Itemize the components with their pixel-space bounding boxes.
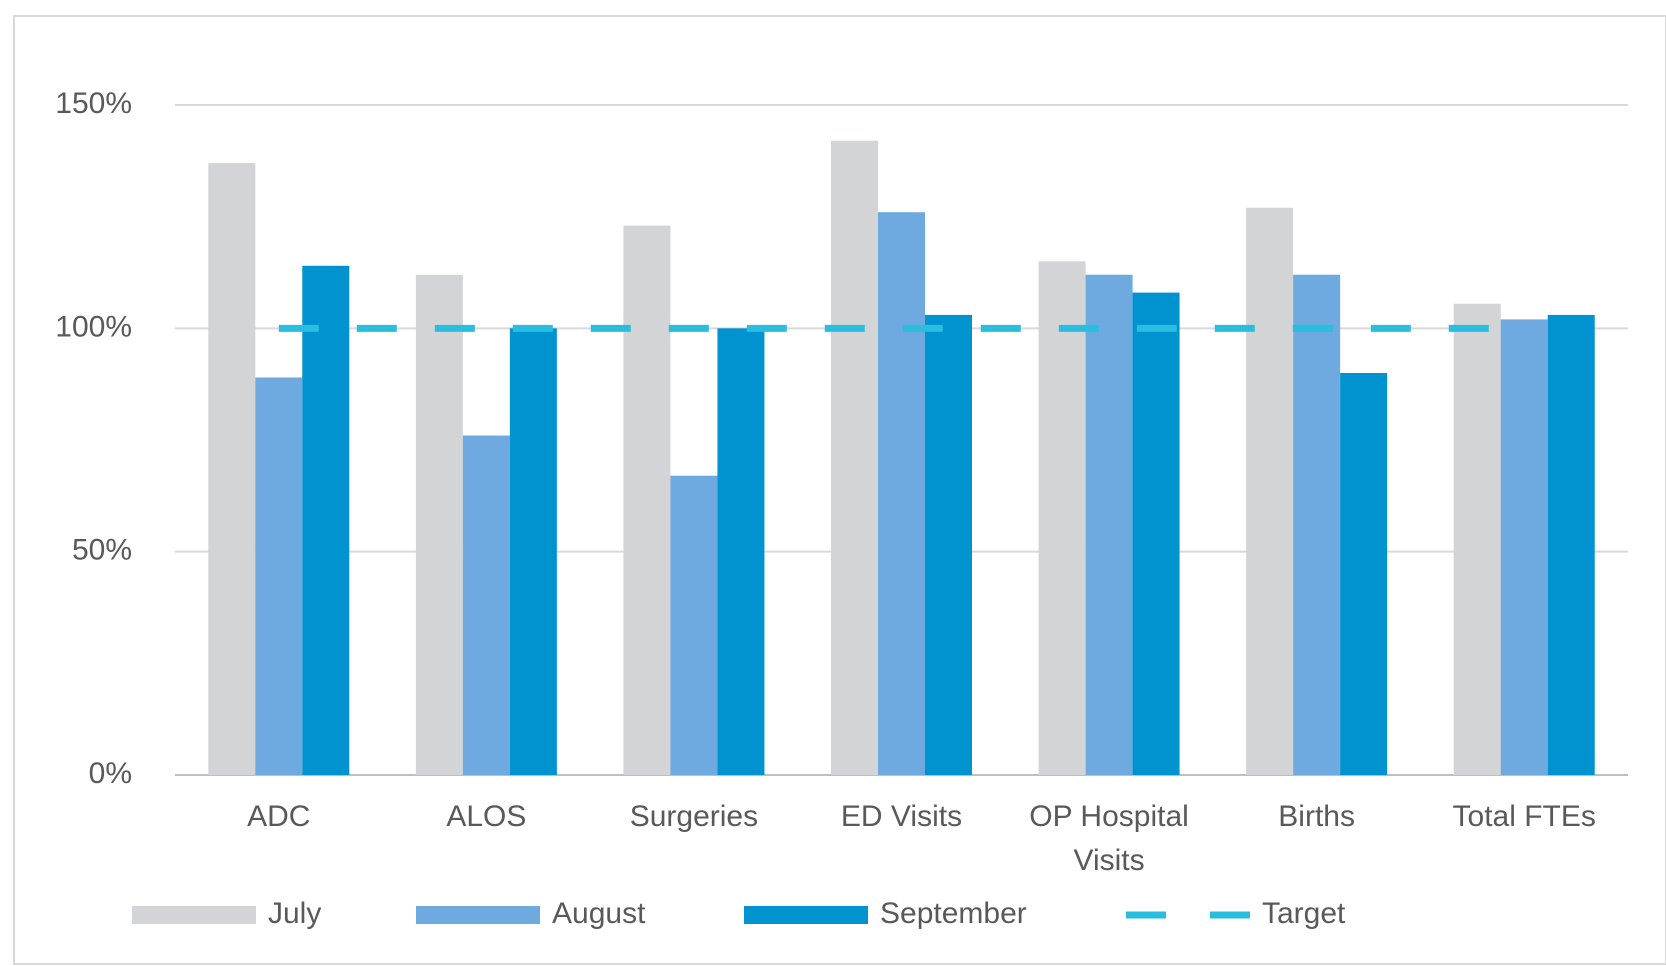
bar bbox=[1085, 274, 1133, 775]
bar bbox=[1547, 314, 1595, 775]
chart-frame bbox=[13, 15, 1666, 965]
bar bbox=[831, 140, 878, 775]
bar bbox=[415, 274, 463, 775]
x-tick-label: Total FTEs bbox=[1452, 800, 1596, 833]
bar bbox=[717, 328, 765, 775]
bar bbox=[1293, 274, 1341, 775]
legend-label: August bbox=[552, 897, 646, 930]
bar bbox=[208, 163, 256, 776]
legend-swatch bbox=[416, 906, 540, 924]
legend-swatch bbox=[132, 906, 256, 924]
y-tick-label: 50% bbox=[72, 534, 132, 567]
bar bbox=[623, 225, 671, 776]
x-tick-label: OP Hospital Visits bbox=[1029, 800, 1189, 877]
x-tick-label: Births bbox=[1278, 800, 1355, 833]
bar bbox=[509, 328, 557, 775]
legend-swatch bbox=[744, 906, 868, 924]
bar bbox=[925, 314, 972, 775]
bar bbox=[255, 377, 303, 775]
bar bbox=[878, 212, 925, 775]
y-tick-label: 150% bbox=[55, 87, 132, 120]
bar bbox=[302, 265, 350, 775]
bar bbox=[1500, 319, 1548, 775]
legend-label: September bbox=[880, 897, 1027, 930]
x-tick-label: Surgeries bbox=[629, 800, 759, 833]
bar bbox=[670, 475, 718, 775]
y-tick-label: 0% bbox=[89, 757, 132, 790]
bar bbox=[1246, 207, 1294, 775]
bar bbox=[1453, 303, 1501, 775]
x-tick-label: ALOS bbox=[446, 800, 527, 833]
bar bbox=[1132, 292, 1180, 775]
y-tick-label: 100% bbox=[55, 310, 132, 343]
legend-label: Target bbox=[1262, 897, 1346, 930]
x-tick-label: ADC bbox=[247, 800, 311, 833]
bar bbox=[1340, 373, 1388, 775]
bar bbox=[1038, 261, 1086, 775]
legend-label: July bbox=[268, 897, 321, 930]
bar bbox=[462, 435, 510, 775]
x-tick-label: ED Visits bbox=[840, 800, 963, 833]
